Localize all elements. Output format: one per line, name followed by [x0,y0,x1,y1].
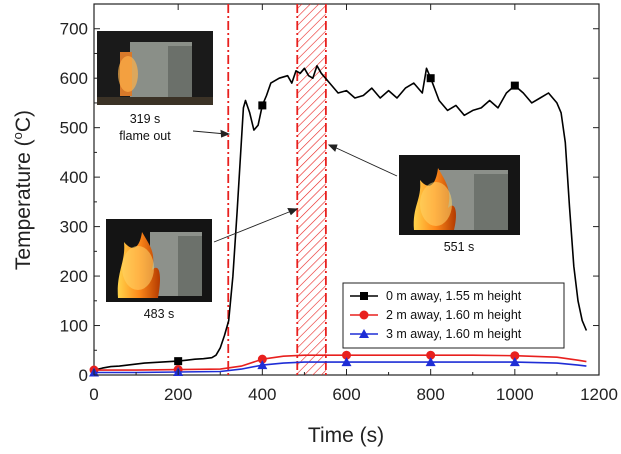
x-tick-label-0: 0 [89,385,98,404]
legend: 0 m away, 1.55 m height 2 m away, 1.60 m… [342,282,565,349]
shaded-region-layer [297,4,326,375]
series-2-marker-3 [341,357,352,367]
series-1-marker-4 [426,350,436,360]
arrow-319 [192,130,227,135]
x-tick-label-3: 600 [332,385,360,404]
series-0-marker-1 [258,101,267,110]
arrow-483-head [287,208,299,216]
photo-319-glow [118,56,138,92]
photo-483-caption: 483 s [144,307,175,321]
arrow-551-head [327,144,338,152]
series-layer [89,65,588,377]
series-line-1 [94,354,587,371]
x-tick-label-6: 1200 [580,385,618,404]
y-tick-label-5: 500 [60,119,88,138]
photo-319-caption-line2: flame out [119,129,171,143]
series-0-marker-2 [426,74,435,83]
legend-entry-1: 2 m away, 1.60 m height [350,308,522,322]
arrow-319-head [220,129,231,138]
series-2-marker-2 [257,360,268,370]
photo-483-booth-side [178,236,202,296]
legend-box [342,282,565,349]
photo-319-booth-side [168,46,192,100]
photo-inset-551: 551 s [399,155,520,254]
series-2-marker-4 [425,357,436,367]
series-line-2 [94,361,587,374]
x-tick-label-5: 1000 [496,385,534,404]
shaded-region [297,4,326,375]
x-axis-title: Time (s) [308,424,384,447]
y-tick-label-3: 300 [60,218,88,237]
y-tick-label-1: 100 [60,317,88,336]
series-1-marker-5 [510,351,520,361]
photo-319-ground [97,97,213,105]
series-1-marker-3 [342,350,351,360]
legend-label-1: 2 m away, 1.60 m height [386,308,522,322]
x-tick-label-2: 400 [248,385,276,404]
arrow-551 [331,145,398,177]
photo-483-glow [122,246,154,290]
event-lines-layer [227,4,327,375]
series-line-0 [93,65,588,371]
x-tick-label-1: 200 [164,385,192,404]
legend-marker-0 [360,292,368,300]
ticks-layer: 0 200 400 600 800 1000 1200 0 100 200 300 400 500 600… [60,4,618,404]
y-tick-label-2: 200 [60,267,88,286]
photo-551-booth-side [474,174,508,230]
y-axis-title-superscript: o [10,132,25,139]
y-tick-label-6: 600 [60,69,88,88]
series-0-marker-3 [510,81,519,90]
photo-inset-483: 483 s [106,219,212,321]
legend-entry-0: 0 m away, 1.55 m height [350,289,522,303]
y-tick-label-0: 0 [79,366,88,385]
series-0-marker-0 [174,357,183,366]
series-2-marker-5 [509,357,520,367]
photo-319-caption-line1: 319 s [130,112,161,126]
photo-551-caption: 551 s [444,240,475,254]
y-tick-label-7: 700 [60,20,88,39]
legend-marker-2 [359,329,369,338]
legend-label-2: 3 m away, 1.60 m height [386,327,522,341]
legend-label-0: 0 m away, 1.55 m height [386,289,522,303]
photo-551-glow [420,182,452,226]
arrow-483 [213,209,295,243]
annotation-arrows [192,129,398,243]
photo-inset-319: 319 s flame out [97,31,213,143]
legend-marker-1 [359,310,369,320]
x-tick-label-4: 800 [416,385,444,404]
legend-entry-2: 3 m away, 1.60 m height [350,327,522,341]
y-axis-title: Temperature (oC) [10,110,35,270]
series-1-marker-2 [257,354,267,364]
y-tick-label-4: 400 [60,168,88,187]
